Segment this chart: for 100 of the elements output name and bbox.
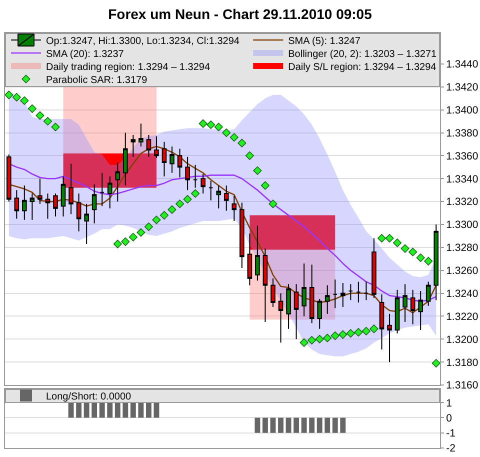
legend-label: SMA (5): 1.3247 [288, 36, 361, 47]
point [408, 248, 418, 256]
candlestick [177, 148, 182, 178]
legend-label: Parabolic SAR: 1.3179 [46, 74, 148, 86]
y-tick-label: 1.3200 [446, 334, 478, 346]
y-tick-label: 1.3320 [446, 196, 478, 208]
point [222, 128, 231, 137]
point [160, 211, 168, 220]
point [245, 151, 254, 160]
point [370, 324, 378, 334]
point [136, 228, 146, 237]
legend-label: Daily S/L region: 1.3294 – 1.3294 [288, 62, 437, 73]
candlestick [216, 185, 222, 209]
point [308, 336, 316, 345]
point [121, 237, 130, 246]
point [253, 166, 262, 175]
point [20, 96, 29, 105]
point [377, 234, 386, 242]
candlestick [84, 203, 89, 244]
candlestick [262, 248, 268, 322]
point [113, 240, 122, 248]
point [128, 232, 138, 242]
y-tick-label: 1 [446, 397, 452, 410]
legend-label: Daily trading region: 1.3294 – 1.3294 [46, 62, 210, 73]
candlestick [270, 278, 276, 308]
candlestick [394, 289, 400, 334]
candlestick [372, 238, 376, 298]
legend-label: Long/Short: 0.0000 [46, 391, 132, 402]
candlestick [224, 185, 229, 212]
y-tick-label: 1.3440 [446, 58, 478, 71]
candlestick [92, 184, 97, 224]
legend-label: SMA (20): 1.3237 [46, 48, 124, 60]
candlestick [364, 281, 369, 301]
y-tick-label: 1.3400 [446, 104, 478, 116]
point [362, 326, 370, 336]
point [51, 122, 60, 132]
y-tick-label: 1.3360 [446, 150, 478, 162]
candlestick [294, 284, 299, 340]
point [424, 256, 433, 266]
point [268, 200, 278, 208]
y-tick-label: 1.3340 [446, 173, 478, 186]
candlestick [410, 289, 416, 325]
candlestick [240, 202, 244, 269]
candlestick [402, 284, 408, 322]
candlestick [309, 264, 314, 324]
candlestick [100, 172, 104, 207]
candlestick [317, 298, 322, 330]
y-tick-label: -2 [446, 442, 456, 455]
point [230, 133, 238, 142]
candlestick [340, 282, 346, 308]
candlestick [426, 281, 431, 306]
candlestick [286, 284, 291, 330]
point [338, 330, 348, 339]
candlestick [324, 284, 330, 314]
point [168, 205, 176, 214]
point [144, 222, 153, 232]
point [238, 138, 246, 148]
candlestick [162, 141, 167, 177]
point [191, 189, 200, 198]
point [206, 120, 216, 129]
candlestick [418, 290, 423, 330]
legend-label: Bollinger (20, 2): 1.3203 – 1.3271 [288, 48, 437, 60]
y-tick-label: 1.3380 [446, 127, 478, 140]
candlestick [387, 313, 392, 363]
candlestick [68, 163, 74, 215]
candlestick [138, 123, 144, 148]
y-tick-label: 1.3220 [446, 310, 478, 323]
candlestick [379, 294, 384, 350]
candlestick [60, 176, 66, 217]
candlestick [278, 292, 284, 344]
candlestick [232, 195, 237, 222]
point [385, 234, 394, 242]
point [36, 111, 44, 120]
candlestick [123, 132, 128, 186]
point [432, 358, 440, 368]
point [5, 90, 14, 100]
point [330, 331, 340, 340]
candlestick [200, 174, 206, 194]
point [260, 181, 270, 190]
y-tick-label: 1.3160 [446, 380, 478, 392]
point [323, 334, 332, 342]
y-tick-label: -1 [446, 428, 456, 440]
point [152, 216, 161, 224]
point [198, 119, 208, 128]
point [43, 117, 52, 126]
candlestick [76, 193, 82, 232]
candlestick [192, 164, 198, 188]
candlestick [30, 193, 35, 220]
point [346, 329, 355, 338]
y-tick-label: 1.3300 [446, 219, 478, 232]
candlestick [332, 279, 338, 309]
y-tick-label: 1.3240 [446, 288, 478, 300]
candlestick [356, 281, 361, 303]
candlestick [170, 146, 174, 174]
candlestick [247, 233, 252, 286]
candlestick [154, 136, 159, 158]
chart-title: Forex um Neun - Chart 29.11.2010 09:05 [108, 6, 372, 22]
candlestick [14, 190, 20, 220]
candlestick [53, 193, 58, 217]
candlestick [22, 185, 27, 220]
